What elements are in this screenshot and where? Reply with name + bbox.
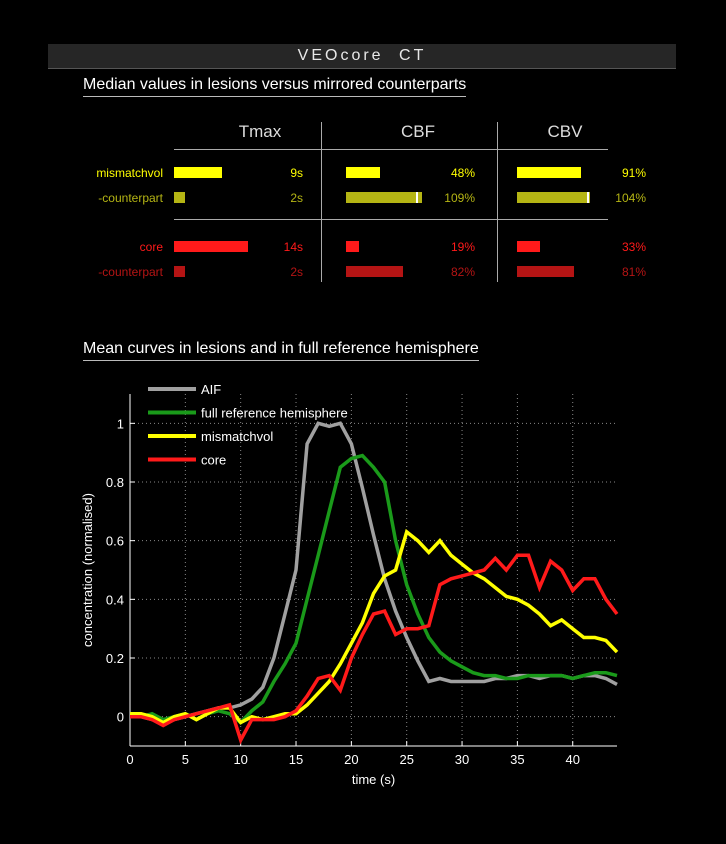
tmax-bar [174,192,185,203]
cbf-bar [346,241,360,252]
x-tick-label: 25 [399,752,413,767]
table-divider-vertical [497,122,498,282]
x-tick-label: 5 [182,752,189,767]
x-tick-label: 0 [126,752,133,767]
y-tick-label: 0.4 [106,592,124,607]
x-tick-label: 35 [510,752,524,767]
app-title: VEOcore CT [297,47,427,64]
row-label-counterpart-3: -counterpart [98,265,163,279]
cbv-value: 91% [621,166,646,180]
y-tick-label: 1 [117,416,124,431]
x-tick-label: 30 [455,752,469,767]
table-divider-vertical [321,122,322,282]
x-tick-label: 20 [344,752,358,767]
legend-label: AIF [201,382,221,397]
tmax-value: 14s [283,240,303,254]
y-tick-label: 0 [117,710,124,725]
cbv-bar [517,241,541,252]
cbf-bar [346,192,423,203]
tmax-bar [174,241,249,252]
row-label-mismatchvol-0: mismatchvol [96,166,163,180]
y-tick-label: 0.6 [106,534,124,549]
tmax-value: 2s [290,191,303,205]
y-axis-label: concentration (normalised) [80,493,95,647]
series-line-core [130,553,619,745]
row-label-counterpart-1: -counterpart [98,191,163,205]
row-label-core-2: core [139,240,163,254]
cbf-value: 82% [450,265,475,279]
column-header-tmax: Tmax [238,122,282,141]
series-line-mismatchvol [130,528,619,725]
cbv-value: 81% [621,265,646,279]
cbf-bar [346,167,380,178]
tmax-value: 9s [290,166,303,180]
cbf-reference-tick [416,192,418,203]
legend-label: full reference hemisphere [201,406,348,421]
cbv-reference-tick [587,192,589,203]
x-tick-label: 40 [565,752,579,767]
series-line-aif [130,421,618,725]
cbv-bar [517,266,574,277]
cbf-value: 48% [450,166,475,180]
cbv-bar [517,192,590,203]
table-section-title: Median values in lesions versus mirrored… [83,76,467,97]
cbf-value: 19% [450,240,475,254]
legend-label: core [201,453,226,468]
tmax-bar [174,266,185,277]
column-header-cbv: CBV [547,122,583,141]
cbf-value: 109% [444,191,475,205]
cbv-bar [517,167,581,178]
chart-section-title: Mean curves in lesions and in full refer… [83,340,479,361]
table-divider-horizontal [174,219,608,220]
tmax-value: 2s [290,265,303,279]
cbf-bar [346,266,404,277]
cbv-value: 104% [615,191,646,205]
column-header-cbf: CBF [401,122,435,141]
x-tick-label: 15 [289,752,303,767]
cbv-value: 33% [621,240,646,254]
tmax-bar [174,167,222,178]
table-divider-horizontal [174,149,608,150]
x-tick-label: 10 [233,752,247,767]
legend-label: mismatchvol [201,429,273,444]
app-title-bar: VEOcore CT [48,44,676,69]
x-axis-label: time (s) [352,772,395,787]
y-tick-label: 0.8 [106,475,124,490]
series-line-full-reference-hemisphere [130,453,618,725]
y-tick-label: 0.2 [106,651,124,666]
